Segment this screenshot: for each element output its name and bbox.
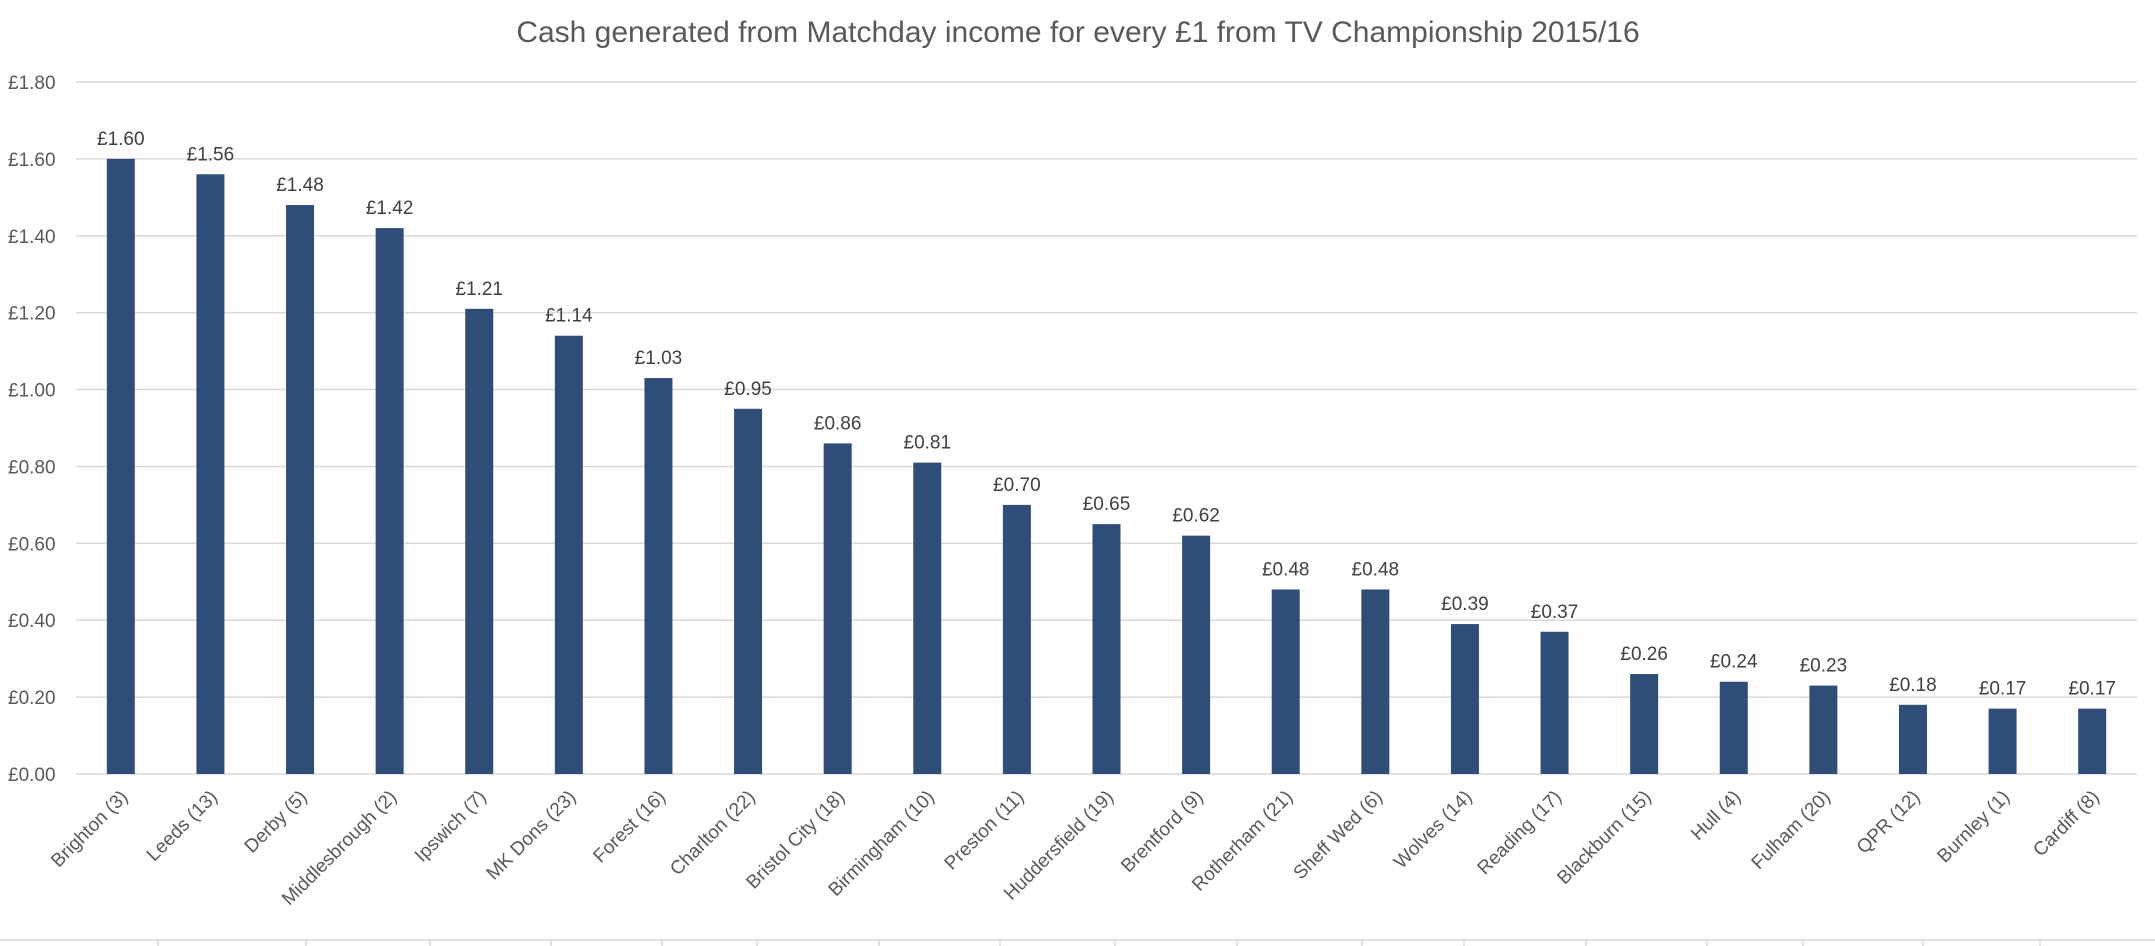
bars xyxy=(106,158,2107,775)
bar xyxy=(823,443,852,774)
category-label: Fulham (20) xyxy=(1748,787,1835,874)
bar xyxy=(1809,685,1838,774)
data-label: £0.65 xyxy=(1083,494,1131,515)
bar xyxy=(1630,674,1659,774)
bar xyxy=(1898,704,1927,774)
bar xyxy=(2078,708,2107,774)
category-label: Forest (16) xyxy=(589,787,670,868)
bar xyxy=(1002,504,1031,774)
bar xyxy=(1540,631,1569,774)
data-label: £0.17 xyxy=(2068,679,2116,700)
category-label: Wolves (14) xyxy=(1390,787,1476,873)
data-label: £1.48 xyxy=(276,175,324,196)
data-label: £0.18 xyxy=(1889,675,1937,696)
y-tick-label: £1.60 xyxy=(8,150,56,171)
category-label: Burnley (1) xyxy=(1934,787,2015,868)
category-label: Charlton (22) xyxy=(666,787,759,880)
category-label: QPR (12) xyxy=(1853,787,1925,859)
category-label: Sheff Wed (6) xyxy=(1290,787,1387,884)
bar xyxy=(554,335,583,774)
bottom-strip xyxy=(0,939,2155,946)
category-label: Brentford (9) xyxy=(1117,787,1207,877)
bar xyxy=(465,308,494,774)
data-label: £0.17 xyxy=(1979,679,2027,700)
data-label: £1.21 xyxy=(455,279,503,300)
y-tick-label: £1.20 xyxy=(8,304,56,325)
bar xyxy=(286,205,315,774)
data-label: £0.26 xyxy=(1620,644,1668,665)
bar xyxy=(734,408,763,774)
gridlines xyxy=(76,81,2137,775)
bar xyxy=(913,462,942,774)
data-label: £1.03 xyxy=(635,348,683,369)
data-labels: £1.60 £1.56 £1.48 £1.42 £1.21 £1.14 £1.03 £0.95… xyxy=(97,129,2116,700)
bar xyxy=(1182,535,1211,774)
bar xyxy=(196,174,225,774)
data-label: £0.81 xyxy=(904,433,952,454)
data-label: £0.86 xyxy=(814,413,862,434)
bar xyxy=(644,378,673,774)
bar xyxy=(1271,589,1300,774)
category-label: Derby (5) xyxy=(241,787,312,858)
category-label: Brighton (3) xyxy=(47,787,132,872)
data-label: £1.14 xyxy=(545,306,593,327)
bar xyxy=(1361,589,1390,774)
category-label: Preston (11) xyxy=(941,787,1029,875)
data-label: £0.37 xyxy=(1531,602,1579,623)
data-label: £0.70 xyxy=(993,475,1041,496)
category-label: Hull (4) xyxy=(1687,787,1745,845)
y-tick-label: £0.40 xyxy=(8,611,56,632)
category-label: MK Dons (23) xyxy=(483,787,581,885)
data-label: £0.95 xyxy=(724,379,772,400)
bar xyxy=(106,158,135,774)
chart-title: Cash generated from Matchday income for … xyxy=(516,16,1639,49)
category-label: Leeds (13) xyxy=(143,787,222,866)
y-tick-label: £1.40 xyxy=(8,227,56,248)
data-label: £1.60 xyxy=(97,129,145,150)
bar xyxy=(1092,524,1121,774)
category-label: Ipswich (7) xyxy=(411,787,491,867)
data-label: £1.42 xyxy=(366,198,414,219)
data-label: £0.48 xyxy=(1352,559,1400,580)
bar xyxy=(1450,624,1479,774)
y-tick-label: £0.80 xyxy=(8,457,56,478)
category-label: Cardiff (8) xyxy=(2029,787,2103,861)
y-tick-label: £1.00 xyxy=(8,381,56,402)
data-label: £0.39 xyxy=(1441,594,1489,615)
y-axis-tick-labels: £0.00 £0.20 £0.40 £0.60 £0.80 £1.00 £1.20 £1.40… xyxy=(8,73,56,786)
data-label: £0.48 xyxy=(1262,559,1310,580)
y-tick-label: £0.20 xyxy=(8,688,56,709)
bar xyxy=(1719,681,1748,774)
y-tick-label: £1.80 xyxy=(8,73,56,94)
y-tick-label: £0.60 xyxy=(8,534,56,555)
y-tick-label: £0.00 xyxy=(8,765,56,786)
x-axis-category-labels: Brighton (3) Leeds (13) Derby (5)Middlesbr… xyxy=(47,787,2103,910)
data-label: £1.56 xyxy=(187,144,235,165)
data-label: £0.62 xyxy=(1172,506,1220,527)
category-label: Blackburn (15) xyxy=(1553,787,1655,889)
category-label: Reading (17) xyxy=(1474,787,1567,880)
data-label: £0.24 xyxy=(1710,652,1758,673)
data-label: £0.23 xyxy=(1800,656,1848,677)
bar xyxy=(375,228,404,775)
bar xyxy=(1988,708,2017,774)
